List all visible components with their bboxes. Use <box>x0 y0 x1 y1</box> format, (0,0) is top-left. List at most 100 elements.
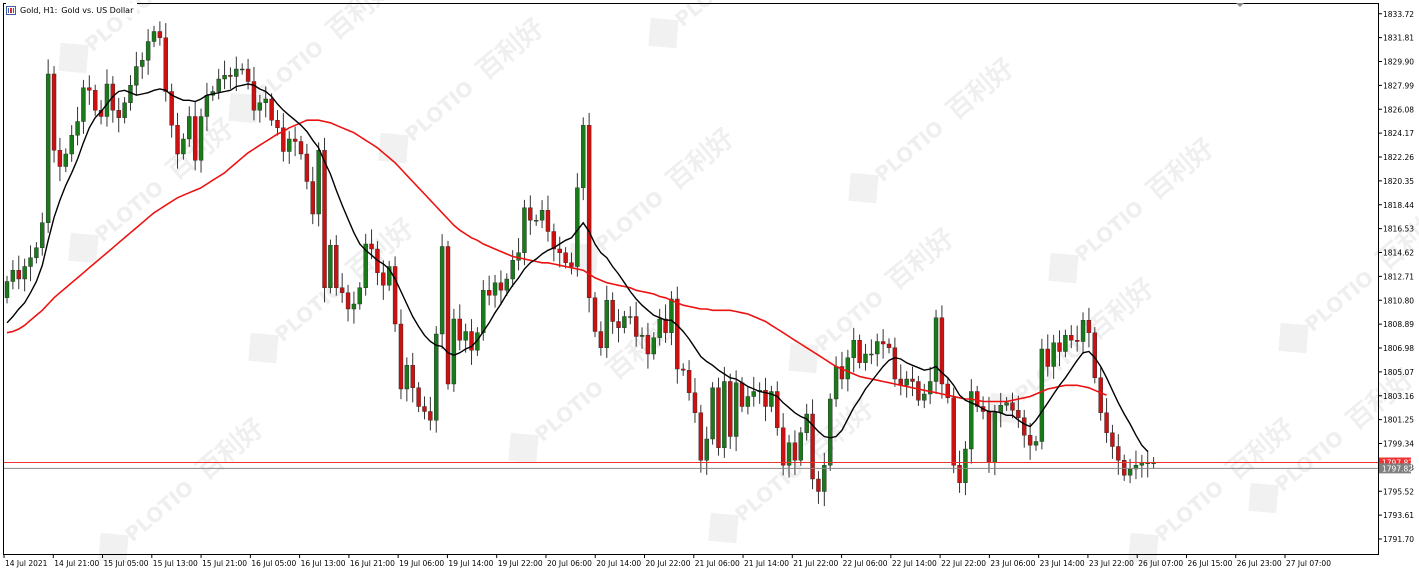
bull-candle <box>187 116 192 140</box>
bull-candle <box>875 341 880 355</box>
bear-candle <box>986 411 992 463</box>
y-tick-label: 1820.35 <box>1383 177 1414 186</box>
bear-candle <box>616 321 621 328</box>
chart-shift-marker[interactable] <box>1236 3 1244 7</box>
y-tick-label: 1799.34 <box>1383 440 1414 449</box>
bull-candle <box>140 60 145 67</box>
x-tick-label: 21 Jul 14:00 <box>744 559 789 568</box>
bull-candle <box>704 438 709 461</box>
x-tick-label: 20 Jul 22:00 <box>646 559 691 568</box>
bear-candle <box>586 125 592 298</box>
bull-candle <box>357 287 362 305</box>
bear-candle <box>486 290 492 296</box>
bull-candle <box>439 246 445 335</box>
bull-candle <box>998 405 1003 413</box>
x-tick-label: 21 Jul 06:00 <box>695 559 740 568</box>
x-tick-label: 15 Jul 13:00 <box>153 559 198 568</box>
bear-candle <box>1010 402 1015 411</box>
watermark-logo <box>378 132 409 164</box>
y-tick-label: 1826.08 <box>1383 105 1414 114</box>
bull-candle <box>45 73 51 223</box>
watermark-brand: PLOTIO <box>1300 265 1378 336</box>
bear-candle <box>169 91 174 126</box>
bear-candle <box>910 378 915 382</box>
bear-candle <box>275 120 280 128</box>
bull-candle <box>927 381 933 395</box>
bull-candle <box>651 337 656 355</box>
watermark-chinese: 百利好 <box>1141 133 1220 206</box>
bear-candle <box>816 478 821 492</box>
bear-candle <box>16 270 21 280</box>
watermark-logo <box>788 342 819 374</box>
bear-candle <box>416 387 421 407</box>
bear-candle <box>681 368 686 371</box>
bear-candle <box>228 75 233 77</box>
bear-candle <box>428 411 433 421</box>
bull-candle <box>769 391 774 407</box>
bear-candle <box>880 341 886 345</box>
bear-candle <box>698 412 704 461</box>
y-tick-label: 1816.53 <box>1383 225 1414 234</box>
bull-candle <box>751 391 756 397</box>
price-axis[interactable]: 1833.72 1831.81 1829.90 1827.99 1826.08 1824.… <box>1378 10 1414 544</box>
bull-candle <box>287 138 292 152</box>
bull-candle <box>239 68 245 71</box>
bull-candle <box>234 68 239 77</box>
bull-candle <box>404 365 410 390</box>
bear-candle <box>1116 446 1121 461</box>
bull-candle <box>733 382 739 437</box>
bull-candle <box>204 95 210 117</box>
price-lines <box>4 462 1378 469</box>
y-tick-label: 1812.71 <box>1383 272 1414 281</box>
bear-candle <box>1045 348 1050 367</box>
y-tick-label: 1806.98 <box>1383 344 1414 353</box>
bid-price-label-bg <box>1379 457 1411 468</box>
bull-candle <box>904 378 909 386</box>
x-tick-label: 26 Jul 15:00 <box>1187 559 1232 568</box>
bear-candle <box>163 37 168 92</box>
bull-candle <box>34 247 39 258</box>
bull-candle <box>1033 441 1039 446</box>
watermark-logo <box>248 332 279 364</box>
bull-candle <box>145 41 151 61</box>
plot-area-border <box>3 3 1379 555</box>
bull-candle <box>639 335 645 337</box>
bull-candle <box>504 278 509 291</box>
watermark-chinese: 百利好 <box>881 223 960 296</box>
x-tick-label: 23 Jul 14:00 <box>1040 559 1085 568</box>
bear-candle <box>663 318 668 333</box>
bear-candle <box>886 343 892 348</box>
x-tick-label: 15 Jul 05:00 <box>104 559 149 568</box>
bull-candle <box>851 340 856 358</box>
bear-candle <box>1057 342 1062 352</box>
bull-candle <box>1133 465 1139 470</box>
x-tick-label: 26 Jul 07:00 <box>1138 559 1183 568</box>
bear-candle <box>310 181 315 215</box>
bull-candle <box>122 102 127 118</box>
watermark-chinese: 百利好 <box>191 413 270 486</box>
bull-candle <box>75 121 80 136</box>
watermark-chinese: 百利好 <box>941 53 1020 126</box>
y-tick-label: 1805.07 <box>1383 368 1414 377</box>
watermark-logo <box>228 92 259 124</box>
watermark-logo <box>1128 532 1159 564</box>
bear-candle <box>728 381 733 437</box>
bear-candle <box>334 245 339 288</box>
bull-candle <box>263 98 268 103</box>
bear-candle <box>457 318 462 341</box>
bear-candle <box>1074 340 1080 342</box>
y-tick-label: 1818.44 <box>1383 201 1414 210</box>
bear-candle <box>633 316 639 337</box>
y-tick-label: 1793.61 <box>1383 511 1414 520</box>
time-axis[interactable]: 14 Jul 2021 14 Jul 21:00 15 Jul 05:00 15 Ju… <box>3 554 1331 568</box>
bull-candle <box>922 393 927 401</box>
watermark-layer: PLOTIO百利好PLOTIO百利好PLOTIO百利好PLOTIO百利好PLOT… <box>58 0 1419 564</box>
bear-candle <box>569 262 574 267</box>
bear-candle <box>675 298 680 370</box>
y-tick-label: 1801.25 <box>1383 416 1414 425</box>
bull-candle <box>581 125 586 188</box>
bull-candle <box>216 78 221 92</box>
